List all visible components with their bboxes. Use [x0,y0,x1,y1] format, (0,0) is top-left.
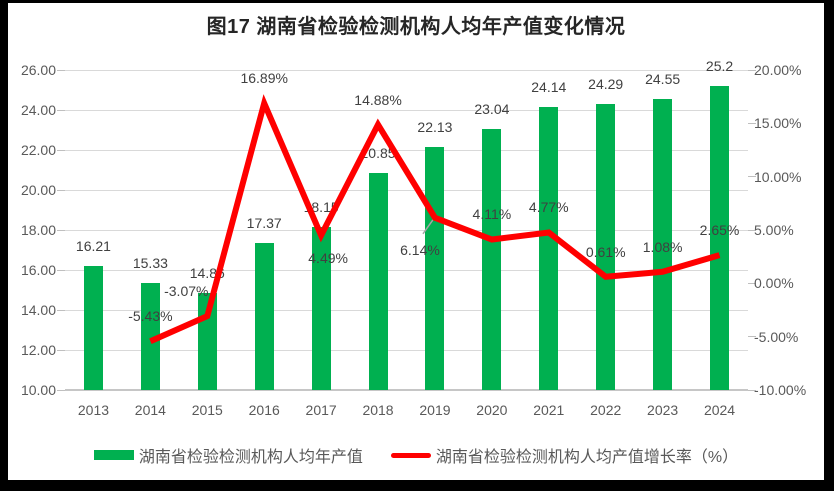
x-axis-label: 2022 [590,402,622,418]
line-value-label: -5.43% [128,308,173,325]
left-axis-label: 26.00 [20,62,56,78]
line-value-label: 2.65% [699,222,740,239]
line-series-swatch [390,452,431,458]
x-axis-label: 2020 [476,402,508,418]
right-axis-label: 5.00% [754,222,794,238]
line-value-label: 6.14% [400,241,440,258]
line-value-label: 4.49% [308,250,348,267]
left-axis-label: 24.00 [20,102,56,118]
x-axis-label: 2015 [191,402,223,418]
x-axis-label: 2017 [305,402,337,418]
right-axis-label: 0.00% [754,275,794,292]
chart-title: 图17 湖南省检验检测机构人均年产值变化情况 [206,16,626,38]
right-axis-tick [748,122,756,124]
right-axis-label: 20.00% [754,62,802,78]
bar-value-label: 24.55 [645,71,681,87]
line-value-label: 16.89% [240,70,288,87]
grid-line [65,69,748,71]
right-axis-label: 10.00% [754,168,802,185]
right-axis-label: -5.00% [754,328,799,345]
x-axis-label: 2019 [419,402,451,418]
x-axis-label: 2021 [533,402,565,418]
line-value-label: 4.77% [528,199,569,216]
x-axis-label: 2013 [77,402,110,418]
left-axis-tick [57,69,65,71]
left-axis-label: 14.00 [20,302,56,318]
right-axis-tick [748,282,756,284]
line-value-label: 1.08% [642,238,683,255]
right-axis-tick [748,69,756,71]
line-value-label: 14.88% [354,91,402,108]
left-axis-label: 10.00 [20,382,56,398]
left-axis-label: 22.00 [20,142,56,158]
legend-item-bar-series: 湖南省检验检测机构人均年产值 [93,443,363,467]
x-axis-label: 2024 [703,402,736,418]
grid-line [65,349,748,351]
left-axis-tick [57,109,65,111]
x-axis-label: 2016 [248,402,280,418]
line-value-label: 4.11% [472,206,512,223]
right-axis-tick [748,229,756,231]
line-series-label: 湖南省检验检测机构人均产值增长率（%） [435,449,739,466]
bar-value-label: 24.14 [531,79,567,96]
bar-series-label: 湖南省检验检测机构人均年产值 [138,449,363,466]
x-axis-label: 2018 [362,402,394,418]
line-value-label: -3.07% [164,283,209,300]
right-axis-tick [748,389,756,391]
right-axis-label: -10.00% [754,382,807,398]
right-axis-tick [748,176,756,178]
x-axis-label: 2023 [647,402,679,418]
left-axis-tick [57,149,65,151]
x-axis-label: 2014 [134,402,166,418]
left-axis-tick [57,269,65,271]
bar-2013 [83,265,103,390]
bar-value-label: 25.2 [705,58,734,74]
bar-series-swatch [93,450,134,460]
bar-value-label: 16.21 [75,237,111,254]
right-axis-tick [748,336,756,338]
left-axis-label: 18.00 [20,222,56,238]
left-axis-label: 16.00 [20,262,56,278]
left-axis-tick [57,349,65,351]
left-axis-tick [57,229,65,231]
left-axis-label: 12.00 [20,342,56,358]
legend-item-line-series: 湖南省检验检测机构人均产值增长率（%） [390,443,739,467]
x-axis-line [65,389,748,391]
left-axis-label: 20.00 [20,182,56,198]
bar-value-label: 24.29 [588,76,624,93]
left-axis-tick [57,189,65,191]
left-axis-tick [57,309,65,311]
left-axis-tick [57,389,65,391]
right-axis-label: 15.00% [754,115,802,132]
line-value-label: 0.61% [585,243,626,260]
legend: 湖南省检验检测机构人均年产值 湖南省检验检测机构人均产值增长率（%） [8,443,824,467]
